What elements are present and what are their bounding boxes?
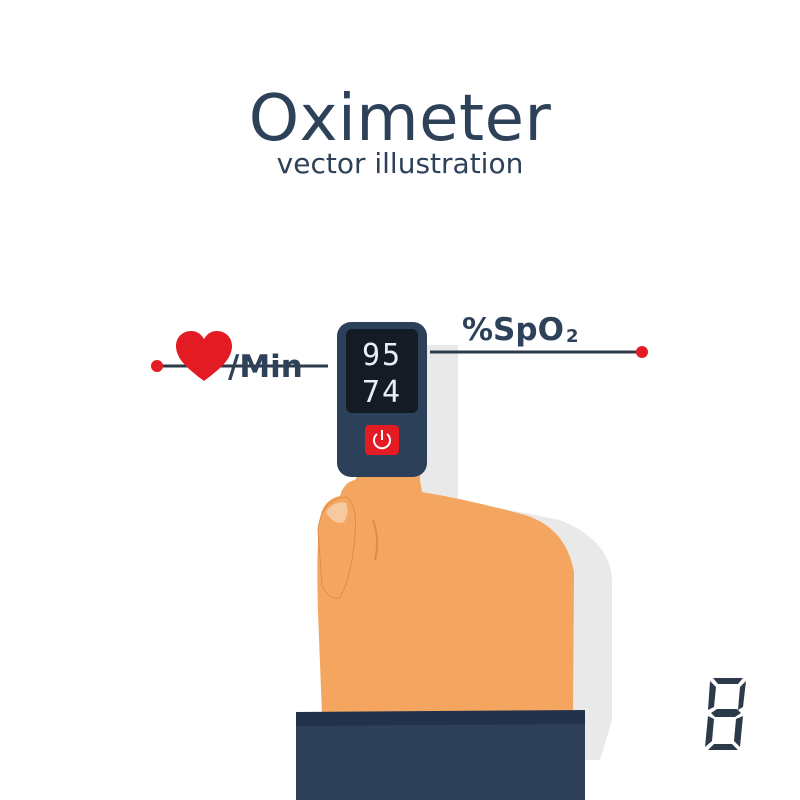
hand-shadow xyxy=(420,345,612,760)
pulse-reading: 74 xyxy=(362,375,402,410)
power-button[interactable] xyxy=(365,425,399,455)
spo2-reading: 95 xyxy=(362,338,402,373)
device-screen xyxy=(346,329,418,413)
sleeve xyxy=(296,716,585,800)
palm-crease xyxy=(372,519,379,561)
oximeter-device: 95 74 xyxy=(337,322,427,477)
spo2-subscript: 2 xyxy=(566,326,579,347)
hand xyxy=(317,468,574,715)
pulse-leader-line xyxy=(151,360,328,372)
thumb xyxy=(317,496,357,599)
page-title: Oximeter xyxy=(248,82,552,156)
power-icon xyxy=(373,430,391,450)
spo2-label: %SpO 2 xyxy=(462,312,578,348)
thumb-nail xyxy=(326,502,348,523)
sleeve-cuff xyxy=(296,710,585,726)
spo2-leader-line xyxy=(430,346,648,358)
spo2-label-text: %SpO xyxy=(462,312,564,348)
page-subtitle: vector illustration xyxy=(276,147,524,180)
pulse-unit-label: /Min xyxy=(228,349,303,385)
seven-segment-eight-icon xyxy=(705,678,746,750)
heart-icon xyxy=(176,331,232,381)
